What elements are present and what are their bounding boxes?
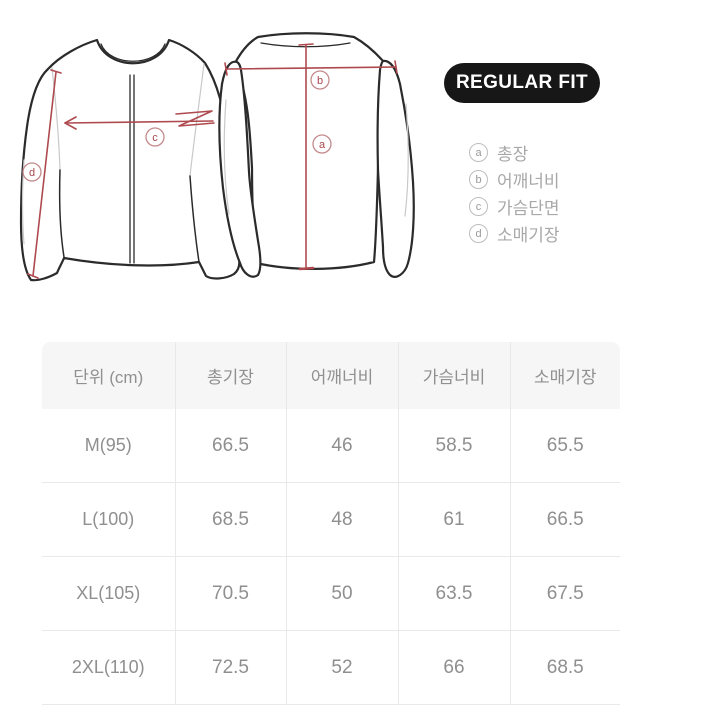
value-cell: 68.5 xyxy=(510,630,620,705)
legend-item-shoulder-width: b 어깨너비 xyxy=(469,166,560,193)
value-cell: 67.5 xyxy=(510,556,620,631)
measure-label-b: b xyxy=(317,75,323,87)
value-cell: 66 xyxy=(398,630,511,705)
table-row: 2XL(110) 72.5 52 66 68.5 xyxy=(42,630,620,705)
measurement-legend: a 총장 b 어깨너비 c 가슴단면 d 소매기장 xyxy=(469,139,560,247)
measure-line-b: b xyxy=(224,60,398,90)
legend-label-d: 소매기장 xyxy=(497,226,560,245)
value-cell: 72.5 xyxy=(175,630,287,705)
col-header-unit: 단위 (cm) xyxy=(42,342,176,409)
measure-line-a: a xyxy=(298,43,332,271)
value-cell: 66.5 xyxy=(510,482,620,557)
value-cell: 58.5 xyxy=(398,409,511,483)
size-cell: M(95) xyxy=(42,409,176,483)
value-cell: 46 xyxy=(286,409,399,483)
value-cell: 70.5 xyxy=(175,556,287,631)
front-jacket-diagram xyxy=(19,38,241,282)
value-cell: 50 xyxy=(286,556,399,631)
legend-item-total-length: a 총장 xyxy=(469,139,560,166)
table-row: XL(105) 70.5 50 63.5 67.5 xyxy=(42,556,620,631)
measure-label-a: a xyxy=(319,139,326,151)
value-cell: 66.5 xyxy=(175,409,287,483)
measure-line-d: d xyxy=(22,69,62,279)
value-cell: 61 xyxy=(398,482,511,557)
regular-fit-badge: REGULAR FIT xyxy=(444,63,600,103)
table-row: M(95) 66.5 46 58.5 65.5 xyxy=(42,409,620,483)
value-cell: 68.5 xyxy=(175,482,287,557)
measure-label-d: d xyxy=(29,167,35,179)
col-header-chest-width: 가슴너비 xyxy=(398,342,511,409)
legend-label-a: 총장 xyxy=(497,145,529,164)
table-row: L(100) 68.5 48 61 66.5 xyxy=(42,482,620,557)
regular-fit-label: REGULAR FIT xyxy=(455,72,589,93)
col-header-sleeve-length: 소매기장 xyxy=(510,342,620,409)
value-cell: 65.5 xyxy=(510,409,620,483)
size-table: 단위 (cm) 총기장 어깨너비 가슴너비 소매기장 M(95) 66.5 46… xyxy=(42,342,620,705)
size-table-header-row: 단위 (cm) 총기장 어깨너비 가슴너비 소매기장 xyxy=(42,342,620,409)
legend-label-c: 가슴단면 xyxy=(497,199,560,218)
legend-item-sleeve-length: d 소매기장 xyxy=(469,220,560,247)
back-jacket-diagram xyxy=(218,32,415,278)
col-header-total-length: 총기장 xyxy=(175,342,287,409)
legend-circle-b: b xyxy=(469,170,488,189)
size-cell: 2XL(110) xyxy=(42,630,176,705)
legend-circle-a: a xyxy=(469,143,488,162)
value-cell: 52 xyxy=(286,630,399,705)
size-cell: L(100) xyxy=(42,482,176,557)
value-cell: 63.5 xyxy=(398,556,511,631)
jacket-measurement-diagram: c d b a xyxy=(19,32,415,282)
measure-label-c: c xyxy=(152,132,158,144)
legend-circle-d: d xyxy=(469,224,488,243)
col-header-shoulder-width: 어깨너비 xyxy=(286,342,399,409)
legend-item-chest-width: c 가슴단면 xyxy=(469,193,560,220)
size-cell: XL(105) xyxy=(42,556,176,631)
legend-label-b: 어깨너비 xyxy=(497,172,560,191)
value-cell: 48 xyxy=(286,482,399,557)
legend-circle-c: c xyxy=(469,197,488,216)
measure-line-c: c xyxy=(64,110,215,147)
